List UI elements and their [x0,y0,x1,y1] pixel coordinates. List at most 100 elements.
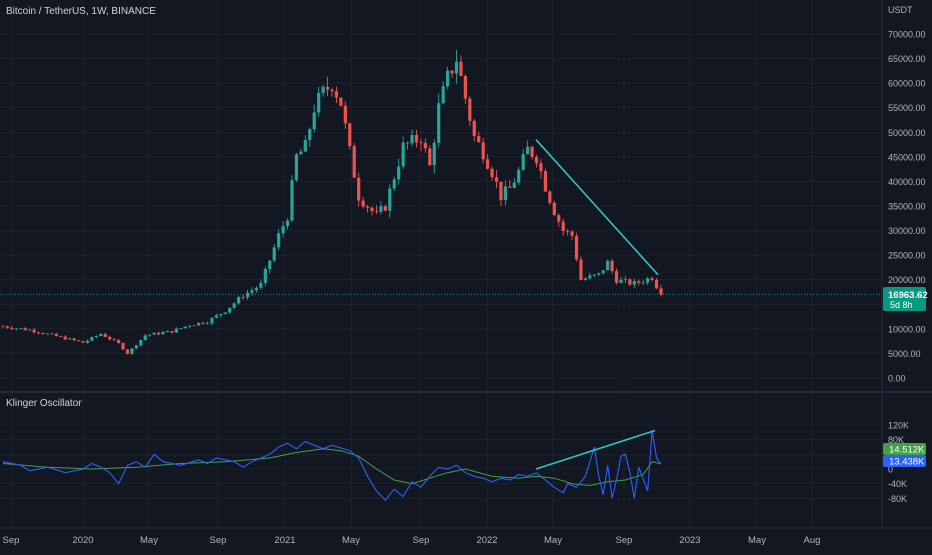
candle-body[interactable] [94,335,98,338]
candle-body[interactable] [330,89,334,92]
candle-body[interactable] [245,292,250,298]
candle-body[interactable] [343,105,347,124]
time-axis[interactable]: Sep 2020 May Sep 2021 May Sep 2022 May Sep 2023 May… [3,535,821,546]
candle-body[interactable] [103,333,107,337]
candle-body[interactable] [414,135,419,143]
candle-body[interactable] [334,91,339,98]
candle-body[interactable] [303,140,307,152]
candle-body[interactable] [597,273,601,275]
candle-body[interactable] [108,336,112,340]
candle-body[interactable] [463,76,467,99]
candle-body[interactable] [250,290,254,293]
candle-body[interactable] [583,278,588,280]
candle-body[interactable] [534,156,539,164]
candle-body[interactable] [405,142,410,144]
kvo-line[interactable] [2,430,662,502]
candle-body[interactable] [552,202,556,216]
candle-body[interactable] [623,279,628,281]
candle-body[interactable] [308,129,312,141]
candle-body[interactable] [10,327,14,329]
price-pane[interactable] [0,49,882,355]
candle-body[interactable] [1,326,5,328]
candle-body[interactable] [161,332,165,335]
oscillator-pane[interactable] [2,429,662,502]
candle-body[interactable] [441,86,445,104]
candle-body[interactable] [14,328,18,330]
candle-body[interactable] [530,146,534,157]
candle-body[interactable] [228,307,232,313]
candle-body[interactable] [59,336,63,337]
candle-body[interactable] [219,313,223,316]
price-trendline[interactable] [535,139,659,276]
price-axis[interactable]: 0.005000.0010000.0015000.0020000.0025000… [888,30,926,384]
candle-body[interactable] [357,177,361,201]
candle-body[interactable] [459,61,463,77]
candle-body[interactable] [610,260,614,272]
symbol-title[interactable]: Bitcoin / TetherUS, 1W, BINANCE [6,6,156,17]
candle-body[interactable] [348,123,352,147]
candle-body[interactable] [432,142,436,166]
candle-body[interactable] [388,188,392,211]
candle-body[interactable] [112,339,116,341]
candle-body[interactable] [23,328,27,331]
candle-body[interactable] [50,333,54,335]
signal-line[interactable] [2,448,662,487]
candle-body[interactable] [361,200,365,207]
candle-body[interactable] [512,182,516,188]
candle-body[interactable] [81,341,85,343]
candle-body[interactable] [410,135,414,144]
candle-body[interactable] [116,340,121,344]
candle-body[interactable] [165,330,170,333]
candle-body[interactable] [628,279,632,285]
candle-body[interactable] [254,287,259,291]
candle-body[interactable] [570,231,574,236]
candle-body[interactable] [223,312,227,314]
candle-body[interactable] [437,103,441,143]
candle-body[interactable] [232,303,236,308]
candle-body[interactable] [45,333,50,335]
candle-body[interactable] [68,338,72,340]
candle-body[interactable] [268,260,272,269]
candle-body[interactable] [365,206,370,208]
candle-body[interactable] [294,154,299,181]
candle-body[interactable] [539,163,543,172]
candle-body[interactable] [183,326,187,329]
candle-body[interactable] [41,333,45,334]
candle-body[interactable] [619,279,623,283]
candle-body[interactable] [321,86,325,93]
candle-body[interactable] [152,332,156,335]
candle-body[interactable] [521,154,525,170]
candle-body[interactable] [606,260,610,271]
candle-body[interactable] [423,143,427,149]
candle-body[interactable] [468,98,472,121]
candle-body[interactable] [263,268,267,283]
candle-body[interactable] [72,338,76,341]
candle-body[interactable] [419,142,423,144]
candle-body[interactable] [139,339,143,346]
candle-body[interactable] [63,336,67,340]
candle-body[interactable] [543,171,548,192]
candle-body[interactable] [557,215,561,222]
candle-body[interactable] [121,343,125,350]
candle-body[interactable] [588,275,592,279]
candle-body[interactable] [299,151,303,155]
candle-body[interactable] [325,86,330,90]
candle-body[interactable] [499,181,503,201]
candle-body[interactable] [192,325,196,327]
candle-body[interactable] [90,337,94,341]
candle-body[interactable] [134,345,138,349]
candle-body[interactable] [450,70,454,74]
candle-body[interactable] [508,186,512,188]
candle-body[interactable] [650,278,654,280]
candle-body[interactable] [241,297,245,298]
candle-body[interactable] [401,142,405,167]
candle-body[interactable] [339,97,343,106]
candle-body[interactable] [397,166,401,180]
candle-body[interactable] [99,333,103,336]
oscillator-title[interactable]: Klinger Oscillator [6,398,82,409]
candle-body[interactable] [285,220,290,227]
candle-body[interactable] [214,315,219,318]
candle-body[interactable] [601,270,605,274]
candle-body[interactable] [188,325,192,327]
candle-body[interactable] [370,207,374,212]
